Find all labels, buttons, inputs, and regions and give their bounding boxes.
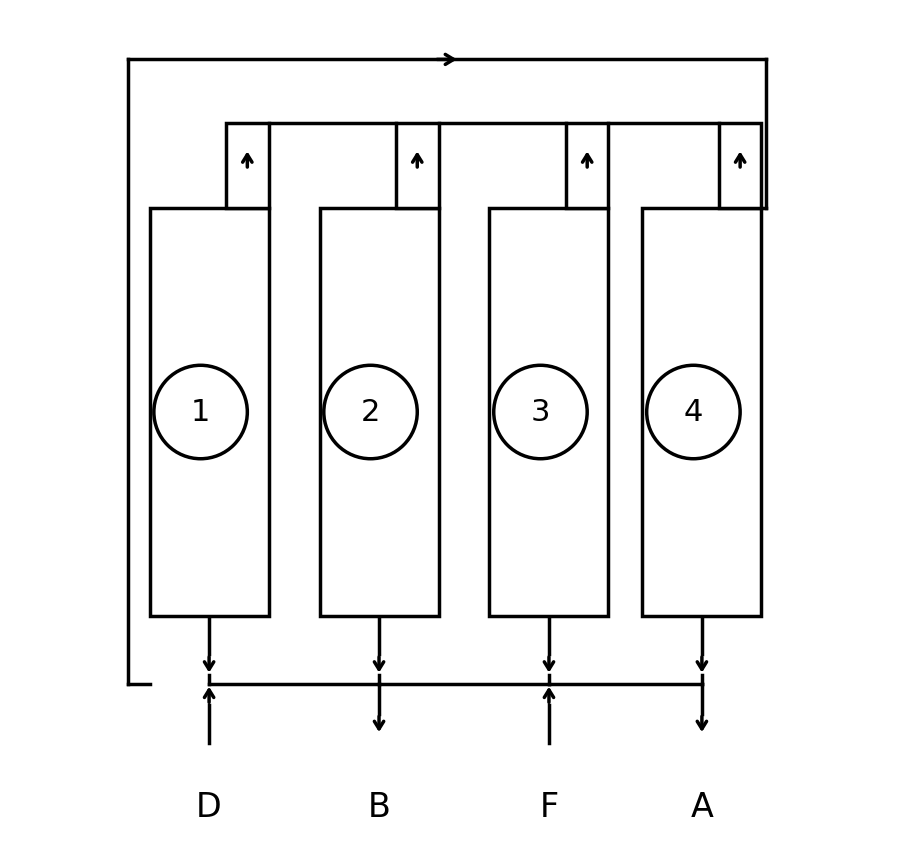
Bar: [149, 208, 269, 616]
Bar: [489, 208, 609, 616]
Circle shape: [154, 366, 247, 459]
Circle shape: [323, 366, 417, 459]
Circle shape: [647, 366, 740, 459]
Bar: [226, 123, 269, 208]
Circle shape: [494, 366, 588, 459]
Text: 1: 1: [191, 397, 210, 426]
Text: 4: 4: [684, 397, 703, 426]
Text: B: B: [368, 790, 391, 824]
Text: F: F: [539, 790, 558, 824]
Bar: [396, 123, 438, 208]
Text: 3: 3: [531, 397, 550, 426]
Bar: [320, 208, 438, 616]
Bar: [642, 208, 762, 616]
Text: A: A: [691, 790, 713, 824]
Text: D: D: [196, 790, 222, 824]
Text: 2: 2: [361, 397, 380, 426]
Bar: [719, 123, 762, 208]
Bar: [566, 123, 609, 208]
